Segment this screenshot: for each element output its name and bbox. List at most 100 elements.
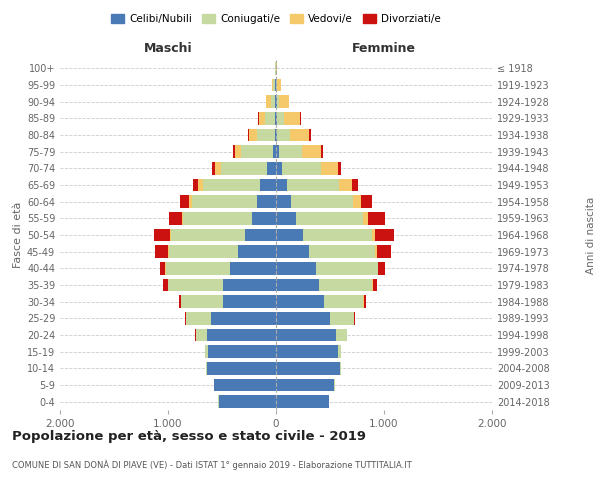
Bar	[260, 179, 276, 192]
Bar	[284, 112, 300, 124]
Bar	[235, 146, 241, 158]
Bar	[276, 396, 329, 408]
Bar	[271, 96, 275, 108]
Bar	[303, 229, 372, 241]
Legend: Celibi/Nubili, Coniugati/e, Vedovi/e, Divorziati/e: Celibi/Nubili, Coniugati/e, Vedovi/e, Di…	[107, 10, 445, 29]
Bar	[276, 146, 278, 158]
Bar	[160, 262, 166, 274]
Bar	[319, 279, 372, 291]
Bar	[300, 112, 301, 124]
Bar	[277, 79, 281, 92]
Bar	[275, 79, 276, 92]
Bar	[377, 262, 379, 274]
Bar	[287, 179, 338, 192]
Text: COMUNE DI SAN DONÀ DI PIAVE (VE) - Dati ISTAT 1° gennaio 2019 - Elaborazione TUT: COMUNE DI SAN DONÀ DI PIAVE (VE) - Dati …	[12, 460, 412, 470]
Bar	[223, 279, 276, 291]
Bar	[276, 279, 319, 291]
Bar	[316, 262, 377, 274]
Bar	[257, 196, 276, 208]
Bar	[322, 162, 338, 174]
Bar	[279, 96, 289, 108]
Bar	[277, 96, 279, 108]
Bar	[168, 279, 223, 291]
Bar	[276, 246, 310, 258]
Bar	[290, 129, 310, 141]
Bar	[233, 146, 235, 158]
Bar	[212, 162, 215, 174]
Bar	[252, 212, 276, 224]
Bar	[368, 212, 385, 224]
Bar	[278, 146, 302, 158]
Bar	[321, 146, 323, 158]
Bar	[206, 362, 207, 374]
Bar	[181, 296, 223, 308]
Bar	[276, 312, 330, 324]
Bar	[248, 129, 249, 141]
Bar	[277, 129, 290, 141]
Bar	[276, 296, 323, 308]
Bar	[214, 379, 276, 391]
Bar	[276, 212, 296, 224]
Bar	[323, 296, 364, 308]
Bar	[277, 112, 284, 124]
Bar	[283, 162, 322, 174]
Bar	[296, 212, 363, 224]
Bar	[203, 179, 260, 192]
Bar	[223, 296, 276, 308]
Bar	[198, 179, 203, 192]
Bar	[166, 262, 230, 274]
Bar	[171, 229, 245, 241]
Y-axis label: Fasce di età: Fasce di età	[13, 202, 23, 268]
Bar	[211, 312, 276, 324]
Bar	[276, 229, 303, 241]
Bar	[207, 362, 276, 374]
Bar	[376, 246, 377, 258]
Bar	[353, 196, 361, 208]
Bar	[187, 312, 211, 324]
Bar	[310, 129, 311, 141]
Bar	[275, 112, 276, 124]
Bar	[265, 112, 275, 124]
Bar	[257, 129, 275, 141]
Bar	[377, 246, 391, 258]
Bar	[354, 312, 355, 324]
Text: Anni di nascita: Anni di nascita	[586, 196, 596, 274]
Bar	[338, 162, 341, 174]
Bar	[230, 262, 276, 274]
Bar	[338, 179, 352, 192]
Bar	[276, 379, 334, 391]
Bar	[168, 246, 169, 258]
Bar	[338, 346, 341, 358]
Bar	[372, 229, 376, 241]
Bar	[266, 96, 271, 108]
Bar	[189, 196, 193, 208]
Bar	[363, 212, 368, 224]
Bar	[179, 296, 181, 308]
Bar	[215, 162, 221, 174]
Bar	[291, 196, 353, 208]
Bar	[340, 362, 341, 374]
Text: Popolazione per età, sesso e stato civile - 2019: Popolazione per età, sesso e stato civil…	[12, 430, 366, 443]
Bar	[163, 279, 167, 291]
Bar	[310, 246, 376, 258]
Bar	[352, 179, 358, 192]
Bar	[276, 196, 291, 208]
Bar	[181, 196, 189, 208]
Bar	[276, 329, 336, 341]
Bar	[376, 229, 394, 241]
Bar	[276, 362, 340, 374]
Bar	[276, 262, 316, 274]
Bar	[169, 212, 182, 224]
Bar	[276, 179, 287, 192]
Bar	[336, 329, 347, 341]
Bar	[193, 196, 257, 208]
Bar	[169, 246, 238, 258]
Bar	[379, 262, 385, 274]
Bar	[196, 329, 207, 341]
Bar	[208, 346, 276, 358]
Bar	[219, 396, 276, 408]
Bar	[185, 312, 186, 324]
Text: Maschi: Maschi	[143, 42, 193, 55]
Bar	[249, 129, 257, 141]
Bar	[155, 246, 168, 258]
